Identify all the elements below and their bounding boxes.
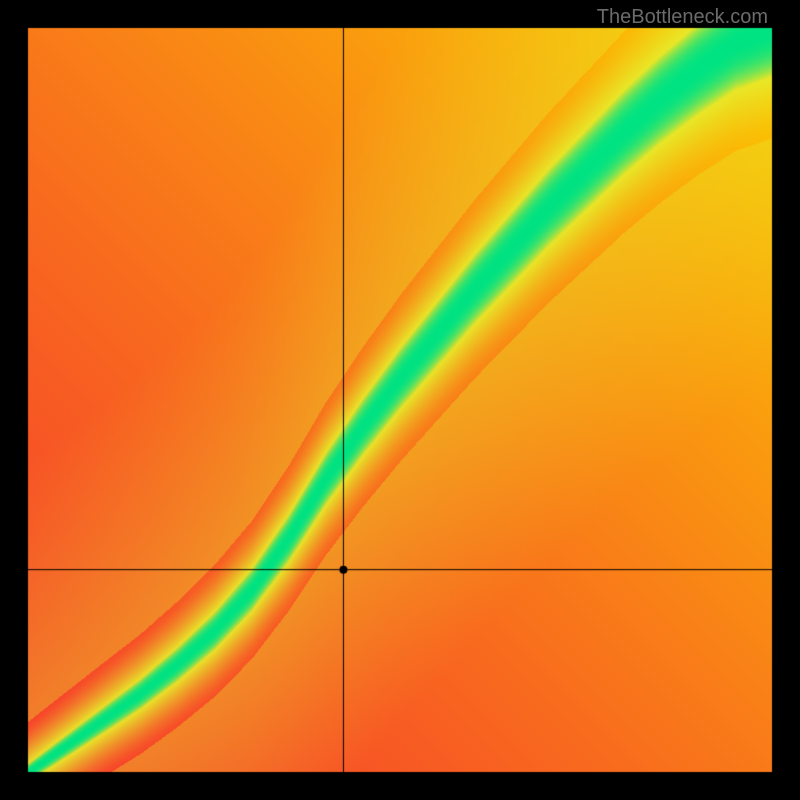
bottleneck-heatmap: [0, 0, 800, 800]
chart-container: TheBottleneck.com: [0, 0, 800, 800]
watermark-text: TheBottleneck.com: [597, 6, 768, 29]
